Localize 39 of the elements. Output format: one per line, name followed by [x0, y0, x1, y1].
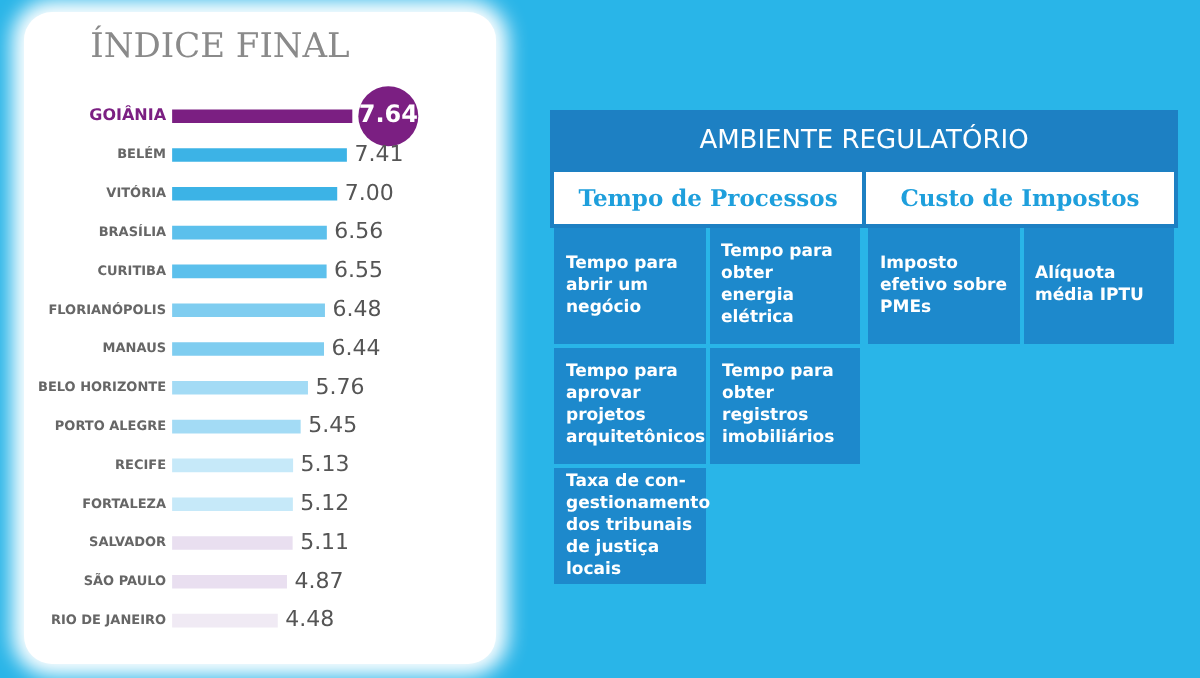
data-label: 4.87 [294, 567, 344, 594]
text: Tempo para obter registros imobiliários [722, 362, 835, 448]
data-label: 6.44 [331, 334, 381, 361]
bar [172, 342, 325, 356]
bar [172, 497, 293, 511]
bar [172, 458, 294, 473]
bar [172, 536, 293, 550]
text: Tempo para abrir um negócio [566, 253, 678, 317]
bar [172, 303, 325, 317]
data-label: 5.76 [315, 373, 365, 400]
data-label: 5.13 [300, 451, 350, 478]
bar [172, 264, 327, 279]
data-label: 7.64 [358, 100, 418, 129]
chart-title: ÍNDICE FINAL [90, 25, 350, 68]
category-label: Custo de Impostos [866, 172, 1174, 224]
y-tick-label: GOIÂNIA [89, 104, 168, 125]
bar [172, 225, 327, 240]
bar [172, 381, 308, 395]
data-label: 7.41 [354, 140, 404, 167]
data-label: 6.48 [332, 295, 382, 322]
text: Alíquota média IPTU [1035, 264, 1144, 306]
bar [172, 109, 353, 123]
bar [172, 419, 301, 434]
text: Tempo para aprovar projetos arquitetônicos [566, 362, 706, 448]
bar [172, 575, 287, 589]
category-label: Tempo de Processos [554, 172, 862, 224]
data-label: 5.11 [300, 528, 350, 555]
data-label: 5.45 [308, 412, 358, 439]
data-label: 6.55 [334, 257, 384, 284]
text: Imposto efetivo sobre PMEs [880, 253, 1007, 317]
data-label: 7.00 [344, 179, 394, 206]
text: Taxa de con-gestionamento dos tribunais de justiça locais [566, 471, 711, 579]
data-label: 6.56 [334, 218, 384, 245]
text: Tempo para obter energia elétrica [721, 242, 833, 328]
bar [172, 148, 347, 162]
text: AMBIENTE REGULATÓRIO [550, 110, 1178, 172]
data-label: 5.12 [300, 489, 350, 516]
data-label: 4.48 [285, 606, 335, 633]
bar [172, 187, 338, 201]
